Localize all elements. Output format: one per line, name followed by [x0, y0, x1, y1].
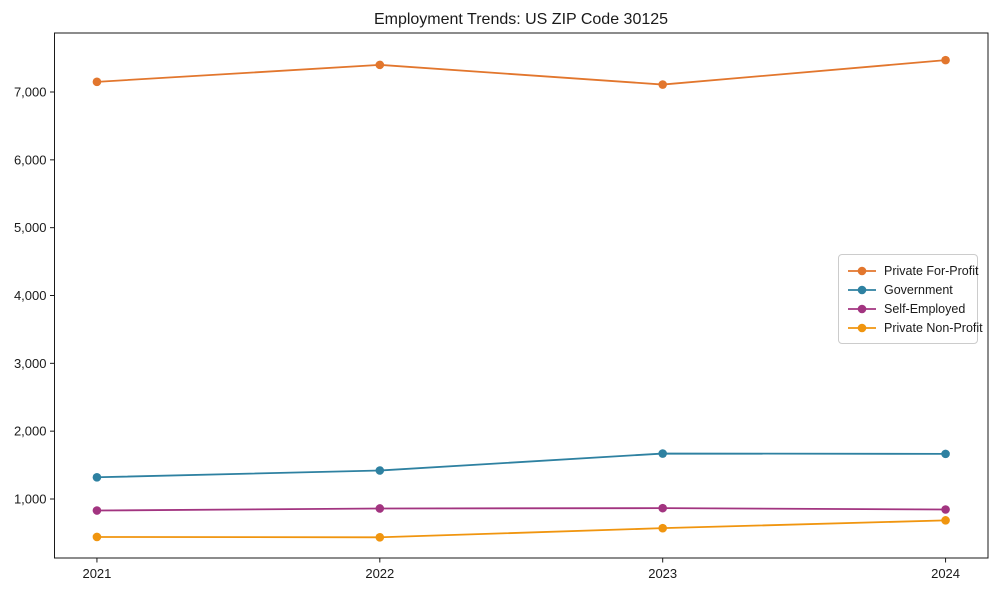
- data-point-private-for-profit: [375, 60, 385, 70]
- x-tick-label: 2022: [365, 566, 394, 581]
- legend-item: Government: [847, 280, 968, 299]
- legend-line-marker-icon: [848, 304, 876, 313]
- data-point-private-non-profit: [375, 533, 385, 542]
- data-point-self-employed: [92, 506, 102, 515]
- legend-label: Private For-Profit: [884, 263, 979, 278]
- data-point-private-for-profit: [658, 80, 667, 89]
- data-point-self-employed: [658, 503, 667, 513]
- legend-label: Government: [884, 282, 953, 297]
- legend-item: Private For-Profit: [847, 261, 978, 280]
- x-tick-label: 2021: [82, 566, 111, 581]
- legend-item: Self-Employed: [847, 299, 968, 318]
- legend-label: Self-Employed: [884, 301, 966, 316]
- data-point-self-employed: [941, 505, 950, 514]
- y-tick-label: 2,000: [14, 424, 47, 439]
- chart-title: Employment Trends: US ZIP Code 30125: [373, 11, 669, 28]
- data-point-government: [92, 472, 102, 482]
- data-point-private-non-profit: [92, 532, 102, 542]
- legend-line-marker-icon: [848, 285, 876, 294]
- data-point-government: [941, 449, 950, 459]
- y-tick-label: 3,000: [14, 356, 47, 371]
- legend-label: Private Non-Profit: [884, 320, 983, 335]
- data-point-private-non-profit: [658, 523, 667, 533]
- x-tick-label: 2023: [648, 566, 677, 581]
- legend-line-marker-icon: [848, 266, 876, 275]
- y-tick-label: 4,000: [14, 288, 47, 303]
- y-tick-label: 5,000: [14, 220, 47, 235]
- data-point-government: [375, 466, 385, 475]
- y-tick-label: 7,000: [14, 85, 47, 100]
- legend-line-marker-icon: [848, 323, 876, 332]
- legend-item: Private Non-Profit: [847, 318, 983, 337]
- series-line-government: [96, 452, 946, 479]
- data-point-private-non-profit: [941, 516, 950, 525]
- x-tick-label: 2024: [931, 566, 960, 581]
- data-point-private-for-profit: [92, 77, 102, 87]
- y-tick-label: 1,000: [14, 491, 47, 506]
- data-point-government: [658, 449, 667, 458]
- y-tick-label: 6,000: [14, 152, 47, 167]
- series-line-private-for-profit: [96, 59, 946, 86]
- data-point-self-employed: [375, 504, 385, 513]
- series-line-self-employed: [96, 507, 946, 512]
- chart-legend: Private For-Profit Government Self-Employe…: [838, 254, 983, 344]
- series-line-private-non-profit: [96, 519, 946, 539]
- data-point-private-for-profit: [941, 55, 950, 65]
